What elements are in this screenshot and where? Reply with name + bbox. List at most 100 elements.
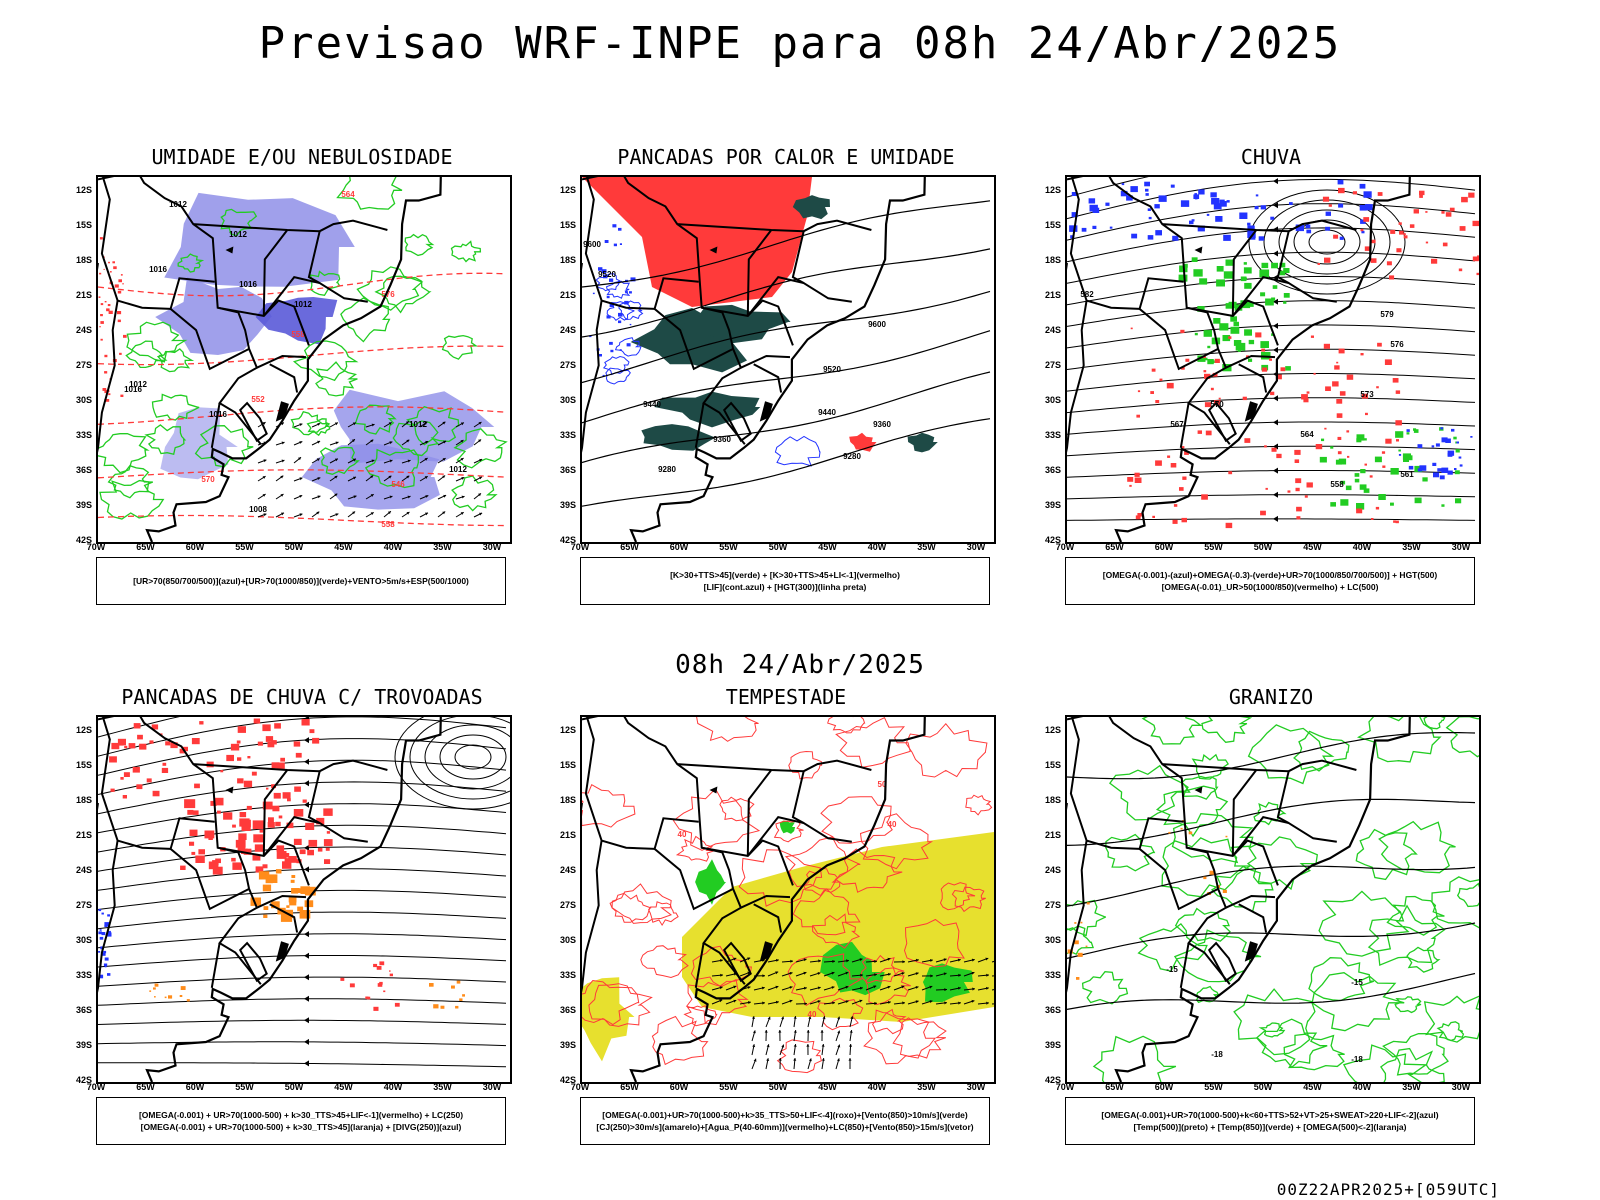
political-border: [1231, 769, 1258, 856]
rain-shading-red: [1129, 484, 1132, 487]
rain-shading-red: [1431, 258, 1438, 264]
wind-vector: [317, 495, 321, 499]
wind-850-vector: [849, 1030, 853, 1033]
wind-vector: [298, 457, 301, 461]
rain-shading-red: [1260, 510, 1266, 516]
storm-shading-orange: [299, 910, 311, 919]
height-500-streamline-arrow: [1273, 250, 1278, 257]
precipitable-water-contour: [685, 978, 749, 1026]
omega-shading-green: [1360, 469, 1366, 474]
wind-vector: [407, 495, 411, 499]
rain-shading-red: [1135, 515, 1141, 520]
longitude-tick-label: 45W: [1303, 542, 1322, 552]
storm-shading-red: [293, 741, 301, 747]
storm-shading-red: [237, 726, 246, 733]
contour-value-label: 1012: [409, 420, 427, 429]
wind-vector: [442, 511, 446, 515]
omega-shading-blue: [1337, 179, 1344, 185]
rain-shading-red: [1180, 329, 1185, 334]
wind-850-vector: [733, 957, 737, 961]
wind-vector: [370, 512, 374, 515]
wind-850-vector: [958, 986, 961, 990]
panel-title: UMIDADE E/OU NEBULOSIDADE: [151, 145, 453, 169]
omega-shading-blue: [1191, 219, 1195, 222]
precipitable-water-contour: [792, 888, 861, 936]
latitude-tick-label: 12S: [75, 185, 92, 195]
rain-shading-red: [1389, 275, 1395, 280]
omega-shading-blue: [1215, 216, 1223, 222]
precipitable-water-contour: [865, 967, 911, 1006]
rain-shading-red: [1336, 413, 1343, 418]
omega-shading-green: [1248, 339, 1255, 345]
omega-shading-green: [1330, 502, 1336, 507]
rain-shading-red: [1333, 234, 1339, 239]
storm-shading-red: [128, 743, 136, 749]
divergence-shading-blue: [104, 957, 109, 961]
rain-shading-red: [1182, 476, 1187, 480]
wind-850-vector: [902, 1001, 905, 1005]
omega-shading-blue: [1360, 219, 1366, 224]
storm-shading-red: [231, 857, 236, 862]
rain-shading-red: [1363, 217, 1370, 222]
contour-value-label: 9280: [658, 465, 676, 474]
thickness-contour-red: [98, 272, 507, 297]
rain-shading-red: [1371, 239, 1376, 244]
temp-850-contour: [1311, 972, 1405, 1032]
precipitable-water-contour: [892, 1017, 947, 1059]
storm-shading-red: [243, 780, 253, 788]
terrain-red-marks: [117, 290, 122, 294]
terrain-red-marks: [117, 319, 121, 323]
wind-850-vector: [789, 986, 793, 989]
omega-shading-green: [1398, 449, 1401, 452]
omega-shading-blue: [1289, 202, 1293, 205]
omega-shading-blue: [1126, 195, 1133, 201]
wind-850-vector: [790, 959, 793, 963]
storm-shading-orange: [180, 986, 186, 990]
longitude-tick-label: 30W: [1451, 1082, 1471, 1092]
wind-850-vector: [821, 1044, 825, 1047]
longitude-tick-label: 35W: [433, 542, 452, 552]
storm-shading-red: [220, 770, 224, 773]
storm-shading-red: [271, 762, 280, 769]
wind-850-vector: [837, 1030, 841, 1034]
rain-shading-red: [1306, 482, 1313, 488]
political-border: [169, 277, 250, 371]
omega-shading-blue: [1458, 456, 1462, 459]
longitude-tick-label: 70W: [86, 542, 106, 552]
political-border: [584, 177, 655, 310]
political-border: [701, 299, 794, 346]
rain-shading-red: [1271, 447, 1277, 452]
wind-vector: [461, 495, 465, 499]
storm-shading-orange: [455, 1005, 459, 1009]
wind-850-vector: [793, 1016, 797, 1019]
storm-shading-red: [252, 854, 261, 861]
forecast-map: 9600 9600 9520 9520 9440 9440 9360 9360 9280 9280: [580, 175, 996, 544]
storm-shading-red: [241, 823, 251, 831]
atlantic-coastline: [145, 177, 443, 542]
omega-shading-green: [1233, 321, 1239, 327]
political-border: [1138, 277, 1219, 371]
lifted-index-marks: [619, 243, 622, 245]
storm-shading-orange: [164, 996, 167, 999]
political-border: [1232, 815, 1337, 857]
storm-shading-red: [266, 787, 269, 790]
longitude-tick-label: 50W: [768, 542, 788, 552]
omega-shading-blue: [1258, 236, 1265, 241]
latitude-tick-label: 15S: [1044, 220, 1061, 230]
wind-850-vector: [817, 986, 821, 990]
omega-shading-blue: [1145, 188, 1149, 192]
wind-250-streamline: [98, 933, 507, 949]
wind-850-vector: [836, 1058, 840, 1062]
latitude-tick-label: 42S: [75, 535, 92, 545]
precipitable-water-contour: [675, 835, 716, 862]
latitude-tick-label: 15S: [559, 220, 576, 230]
storm-shading-orange: [280, 913, 293, 922]
omega-shading-blue: [1121, 183, 1125, 186]
contour-value-label: 9520: [598, 270, 616, 279]
humidity-contour-green: [374, 275, 432, 314]
precipitable-water-contour: [827, 717, 866, 734]
terrain-red-marks: [114, 284, 119, 288]
latitude-tick-label: 39S: [559, 500, 576, 510]
rain-shading-red: [1322, 196, 1330, 202]
